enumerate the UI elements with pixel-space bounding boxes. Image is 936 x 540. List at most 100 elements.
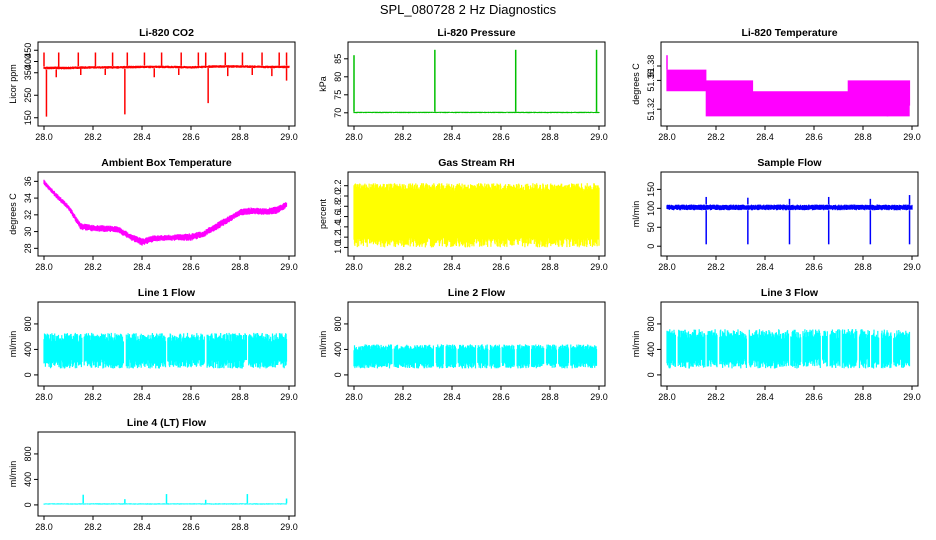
x-tick-label: 29.0 xyxy=(903,132,921,142)
chart-panel: Line 1 Flow 28.0 28.2 28.4 28.6 28.8 29.0 0 400 8… xyxy=(8,287,298,402)
chart-panel: Sample Flow 28.0 28.2 28.4 28.6 28.8 29.0 0 50 10… xyxy=(631,157,921,272)
y-axis-label: ml/min xyxy=(8,331,18,358)
plot-frame xyxy=(347,171,606,257)
series-band xyxy=(666,329,911,369)
series-band xyxy=(353,344,598,369)
y-axis-label: ml/min xyxy=(318,331,328,358)
x-tick-label: 29.0 xyxy=(280,262,298,272)
y-axis-label: Licor ppm xyxy=(8,64,18,104)
x-tick-label: 28.0 xyxy=(658,392,676,402)
x-tick-label: 28.2 xyxy=(394,262,412,272)
chart-panel: Ambient Box Temperature 28.0 28.2 28.4 28.6 2… xyxy=(8,157,298,272)
chart-panel: Li-820 Pressure 28.0 28.2 28.4 28.6 28.8 29.0 7… xyxy=(318,27,608,142)
panel-title: Li-820 Temperature xyxy=(741,27,837,39)
y-tick-label: 0 xyxy=(646,372,656,377)
y-tick-label: 51.38 xyxy=(646,55,656,78)
plot-frame xyxy=(660,301,919,387)
y-tick-label: 50 xyxy=(646,222,656,232)
x-tick-label: 28.0 xyxy=(345,132,363,142)
y-tick-label: 800 xyxy=(23,316,33,331)
y-tick-label: 36 xyxy=(23,176,33,186)
x-tick-label: 28.6 xyxy=(492,132,510,142)
y-tick-label: 75 xyxy=(333,90,343,100)
series-band xyxy=(666,69,911,117)
y-tick-label: 400 xyxy=(333,342,343,357)
x-tick-label: 28.0 xyxy=(658,262,676,272)
x-tick-label: 29.0 xyxy=(280,392,298,402)
x-tick-label: 28.0 xyxy=(658,132,676,142)
y-tick-label: 350 xyxy=(23,65,33,80)
y-tick-label: 1.0 xyxy=(333,241,343,254)
x-tick-label: 29.0 xyxy=(280,132,298,142)
series-marks xyxy=(353,344,598,369)
series-marks xyxy=(666,329,911,369)
plot-frame xyxy=(37,41,296,127)
x-tick-label: 28.6 xyxy=(492,262,510,272)
series-band xyxy=(43,332,288,369)
series-marks xyxy=(43,52,290,117)
y-tick-label: 150 xyxy=(23,110,33,125)
y-tick-label: 51.32 xyxy=(646,98,656,121)
y-tick-label: 800 xyxy=(333,316,343,331)
panel-title: Line 4 (LT) Flow xyxy=(127,417,207,429)
y-tick-label: 32 xyxy=(23,210,33,220)
x-tick-label: 28.0 xyxy=(35,392,53,402)
x-tick-label: 28.2 xyxy=(707,392,725,402)
x-tick-label: 28.2 xyxy=(394,132,412,142)
x-tick-label: 28.2 xyxy=(707,262,725,272)
y-tick-label: 0 xyxy=(333,372,343,377)
x-tick-label: 28.8 xyxy=(231,262,249,272)
x-tick-label: 28.6 xyxy=(805,392,823,402)
y-tick-label: 250 xyxy=(23,88,33,103)
figure-title: SPL_080728 2 Hz Diagnostics xyxy=(380,2,557,17)
x-tick-label: 28.8 xyxy=(231,392,249,402)
series-band xyxy=(353,183,600,248)
plot-frame xyxy=(37,431,296,517)
plot-frame xyxy=(660,41,919,127)
x-tick-label: 28.8 xyxy=(541,132,559,142)
series-marks xyxy=(666,195,913,245)
panel-title: Li-820 Pressure xyxy=(437,27,515,39)
x-tick-label: 28.4 xyxy=(133,522,151,532)
x-tick-label: 28.8 xyxy=(541,392,559,402)
plot-frame xyxy=(37,301,296,387)
y-axis-label: ml/min xyxy=(631,201,641,228)
series-band xyxy=(43,179,288,246)
series-band xyxy=(43,503,288,505)
x-tick-label: 28.4 xyxy=(443,262,461,272)
panel-title: Ambient Box Temperature xyxy=(101,157,232,169)
x-tick-label: 29.0 xyxy=(590,132,608,142)
x-tick-label: 28.4 xyxy=(443,392,461,402)
x-tick-label: 28.4 xyxy=(133,262,151,272)
x-tick-label: 28.8 xyxy=(541,262,559,272)
y-axis-label: kPa xyxy=(318,76,328,92)
x-tick-label: 28.4 xyxy=(133,132,151,142)
y-tick-label: 80 xyxy=(333,72,343,82)
x-tick-label: 29.0 xyxy=(280,522,298,532)
plot-frame xyxy=(660,171,919,257)
x-tick-label: 28.8 xyxy=(231,132,249,142)
x-tick-label: 28.0 xyxy=(345,262,363,272)
y-tick-label: 30 xyxy=(23,227,33,237)
series-band xyxy=(43,65,290,70)
x-tick-label: 28.6 xyxy=(492,392,510,402)
y-tick-label: 800 xyxy=(646,316,656,331)
x-tick-label: 28.6 xyxy=(805,262,823,272)
series-marks xyxy=(353,49,600,114)
y-axis-label: ml/min xyxy=(8,461,18,488)
x-tick-label: 28.0 xyxy=(35,522,53,532)
chart-panel: Line 4 (LT) Flow 28.0 28.2 28.4 28.6 28.8 29.0… xyxy=(8,417,298,532)
x-tick-label: 28.6 xyxy=(182,262,200,272)
y-tick-label: 1.4 xyxy=(333,221,343,234)
panel-title: Li-820 CO2 xyxy=(139,27,194,39)
plot-frame xyxy=(347,41,606,127)
y-tick-label: 2.0 xyxy=(333,190,343,203)
x-tick-label: 29.0 xyxy=(903,392,921,402)
y-tick-label: 400 xyxy=(23,342,33,357)
plot-frame xyxy=(37,171,296,257)
y-tick-label: 51.36 xyxy=(646,69,656,92)
x-tick-label: 29.0 xyxy=(903,262,921,272)
x-tick-label: 28.6 xyxy=(182,392,200,402)
y-tick-label: 34 xyxy=(23,193,33,203)
